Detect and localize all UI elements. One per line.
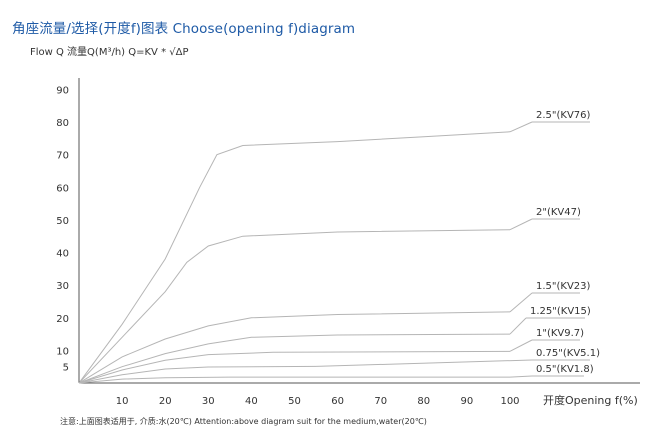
series-labels: 2.5"(KV76) 2"(KV47) 1.5"(KV23) 1.25"(KV15) 1… [316,110,600,378]
series-label: 1"(KV9.7) [536,328,584,339]
leader-line [509,292,533,313]
x-tick-label: 10 [116,396,129,407]
x-tick-label: 30 [202,396,215,407]
x-tick-label: 80 [417,396,430,407]
y-tick-label: 30 [56,281,69,292]
curve-2 [78,311,511,384]
series-label: 1.25"(KV15) [530,306,591,317]
x-tick-label: 40 [245,396,258,407]
leader-line [509,121,533,133]
page-title: 角座流量/选择(开度f)图表 Choose(opening f)diagram [12,21,356,37]
y-tick-label: 50 [56,216,69,227]
curve-5 [78,365,317,384]
curve-1 [78,229,511,384]
curve-3 [78,333,511,384]
y-tick-label: 5 [63,363,69,374]
x-tick-label: 60 [331,396,344,407]
x-tick-label: 20 [159,396,172,407]
y-tick-label: 60 [56,183,69,194]
curve-4 [78,350,511,384]
leader-line [509,218,533,231]
series-label: 2.5"(KV76) [536,110,591,121]
curve-0 [78,131,511,384]
leader-line [509,339,533,352]
y-tick-label: 10 [56,346,69,357]
leader-line [316,359,533,367]
x-tick-label: 70 [374,396,387,407]
y-tick-label: 40 [56,249,69,260]
footnote: 注意:上面图表适用于, 介质:水(20℃) Attention:above di… [60,417,427,426]
axes: 5 10 20 30 40 50 60 70 80 90 10 20 30 40 50 60 70 80 90 100… [30,45,640,407]
series-label: 1.5"(KV23) [536,281,591,292]
series-label: 0.75"(KV5.1) [536,348,600,359]
x-tick-label: 50 [288,396,301,407]
curves [78,131,511,384]
series-label: 2"(KV47) [536,207,581,218]
y-tick-label: 90 [56,85,69,96]
y-tick-label: 80 [56,118,69,129]
x-tick-label: 100 [500,396,519,407]
leader-line [509,375,533,378]
y-axis-label: Flow Q 流量Q(M³/h) Q=KV * √ΔP [30,45,189,58]
leader-line [509,317,527,335]
series-label: 0.5"(KV1.8) [536,364,594,375]
y-tick-label: 20 [56,314,69,325]
y-tick-label: 70 [56,151,69,162]
x-axis-label: 开度Opening f(%) [543,393,638,407]
x-tick-label: 90 [461,396,474,407]
curve-6 [78,376,510,384]
